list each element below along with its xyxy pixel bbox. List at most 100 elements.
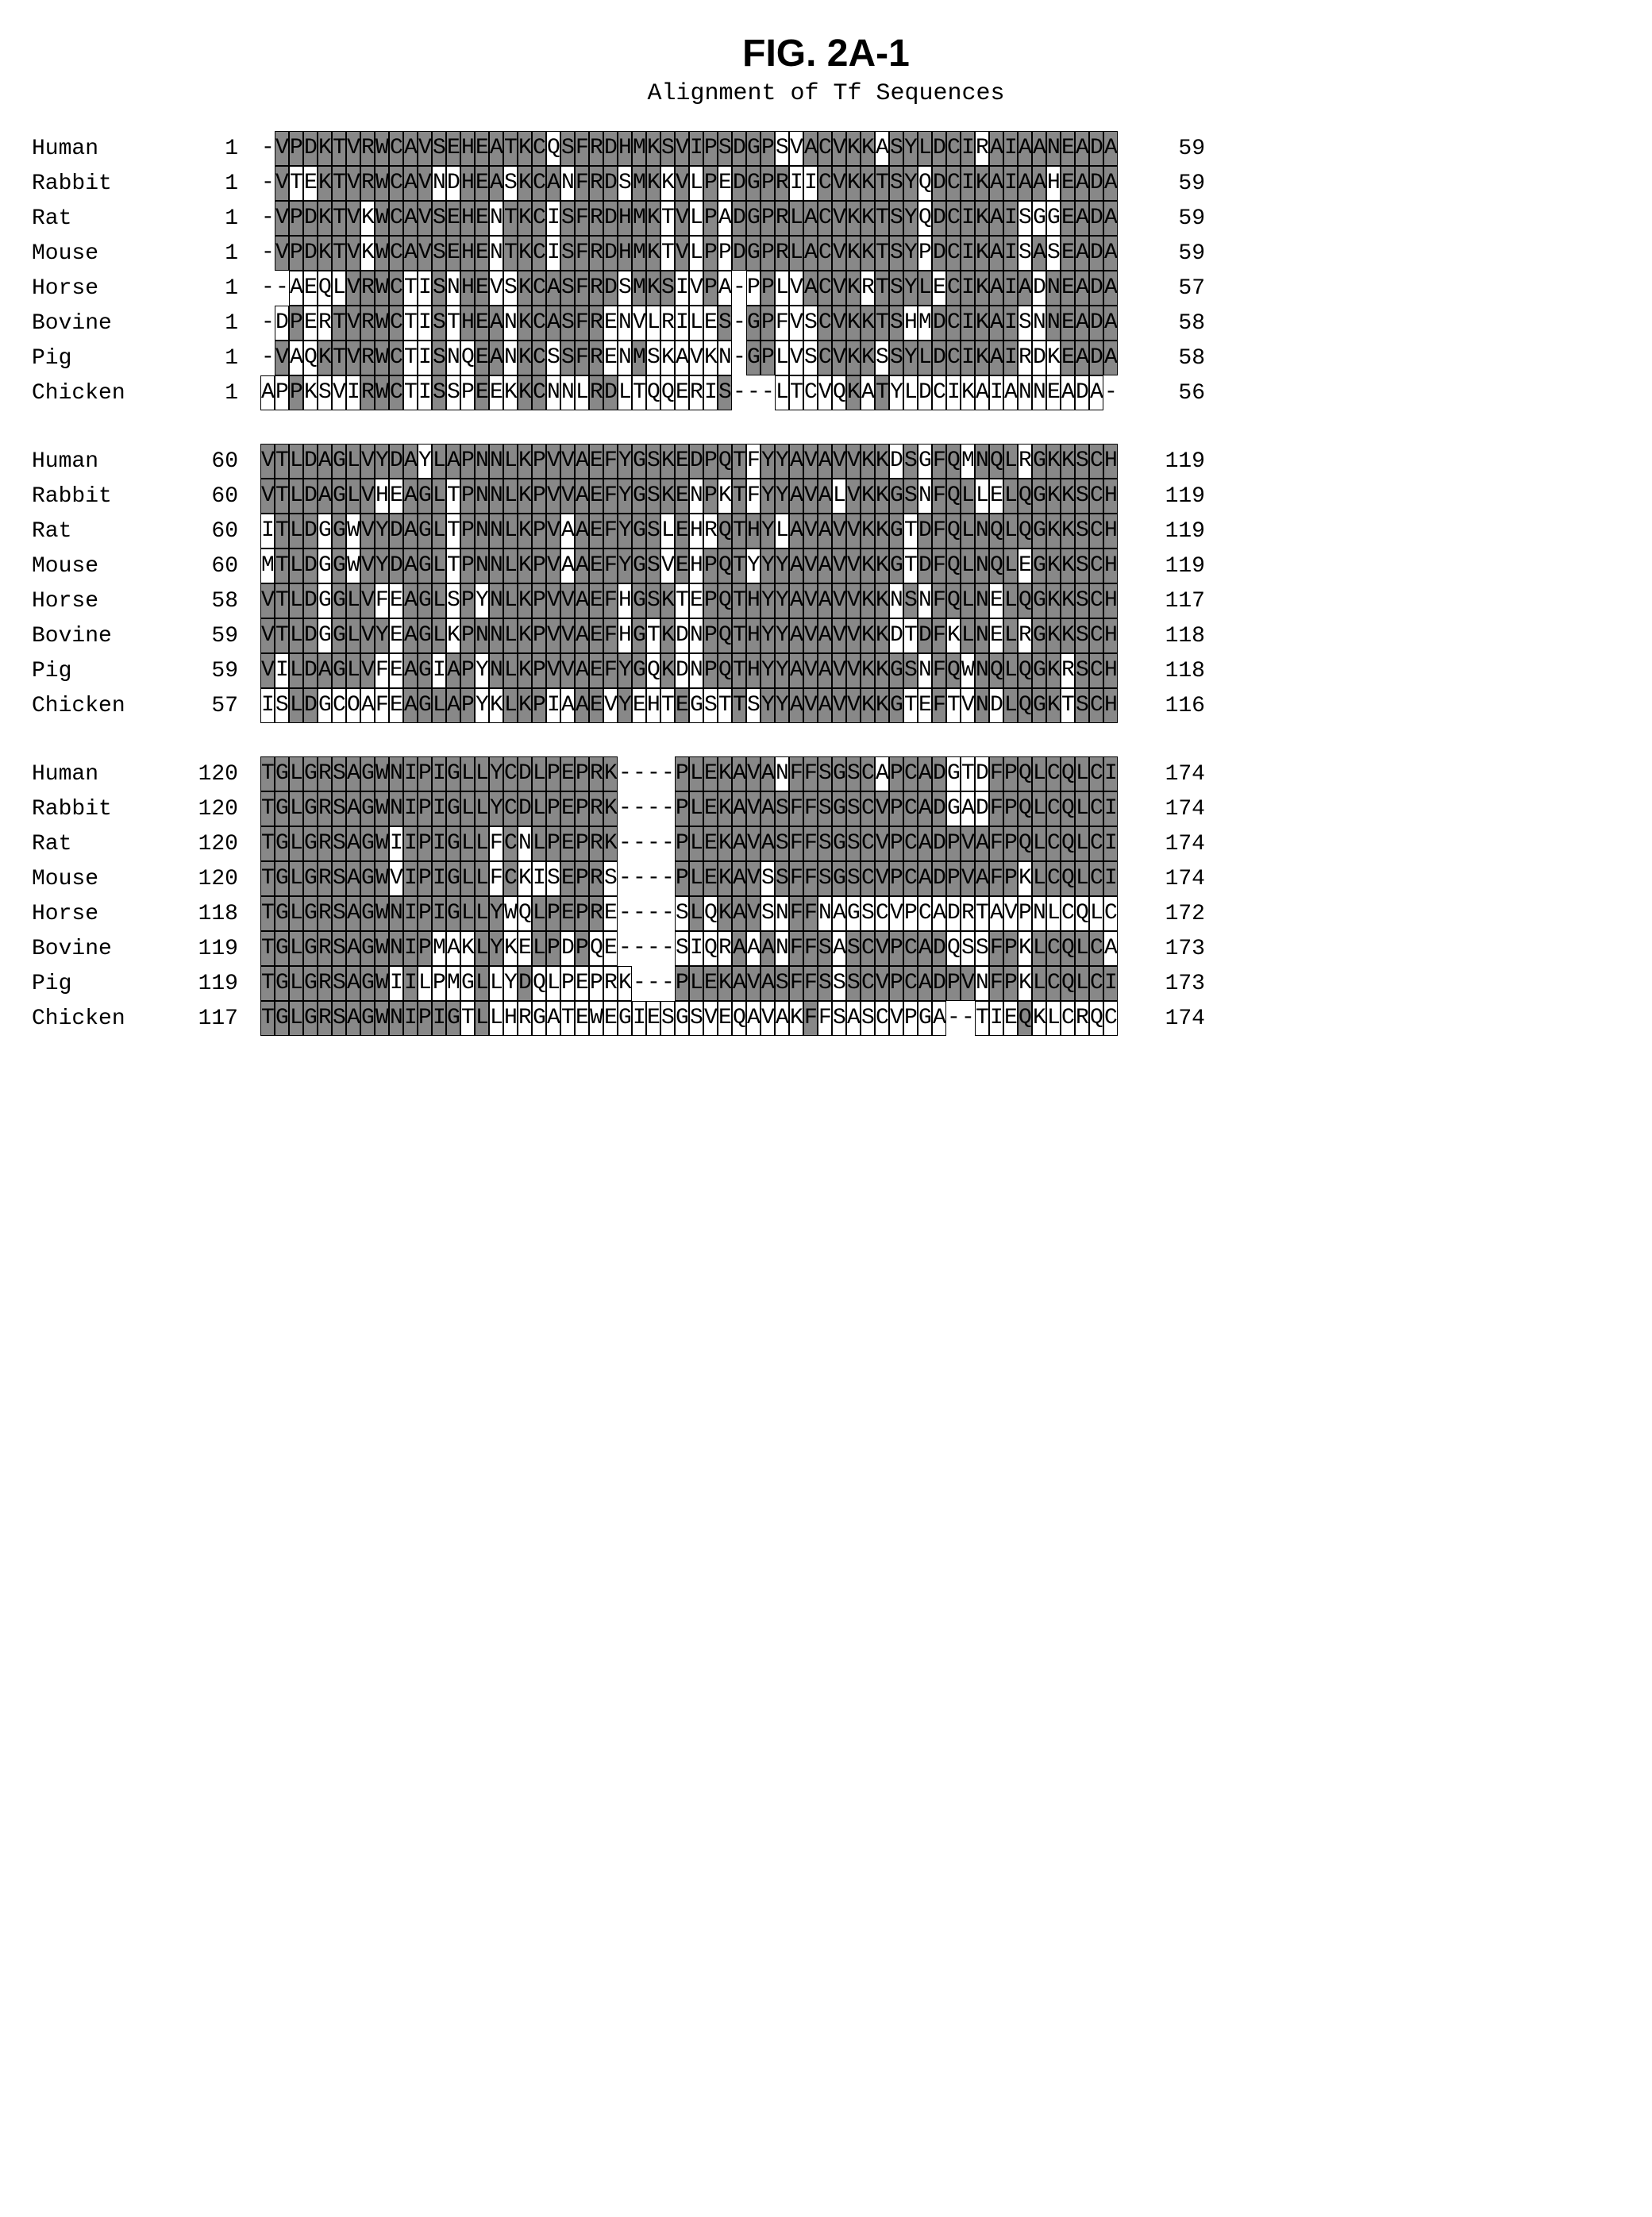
residue: G: [360, 896, 375, 931]
residue: E: [475, 201, 489, 236]
residue: A: [1103, 201, 1118, 236]
residue: L: [460, 756, 475, 791]
residue: F: [789, 791, 803, 826]
residue: S: [761, 896, 775, 931]
residue: L: [460, 896, 475, 931]
residue: Q: [460, 341, 475, 375]
residue: A: [1103, 131, 1118, 166]
start-position: 1: [167, 346, 260, 371]
residue: K: [1061, 548, 1075, 583]
residue: R: [961, 896, 975, 931]
residue: K: [1046, 618, 1061, 653]
residue: G: [318, 583, 332, 618]
residue: G: [918, 1001, 932, 1036]
residue: R: [318, 966, 332, 1001]
start-position: 1: [167, 276, 260, 301]
residue: P: [889, 861, 903, 896]
residue: S: [1075, 618, 1089, 653]
residue: R: [603, 966, 618, 1001]
residue: L: [689, 236, 703, 271]
residue: Q: [1018, 826, 1032, 861]
residue: G: [846, 896, 861, 931]
residue: W: [503, 896, 518, 931]
residue: A: [775, 1001, 789, 1036]
residue: C: [1089, 444, 1103, 479]
alignment-row: Bovine59VTLDGGLVYEAGLKPNNLKPVVAEFHGTKDNP…: [32, 618, 1620, 653]
residue: Y: [903, 131, 918, 166]
residue: V: [418, 166, 432, 201]
residue: L: [689, 826, 703, 861]
residue: A: [489, 306, 503, 341]
residue: V: [832, 618, 846, 653]
residue: K: [1046, 514, 1061, 548]
residue: C: [818, 341, 832, 375]
residue: L: [1075, 966, 1089, 1001]
residue: D: [932, 236, 946, 271]
residue: G: [1032, 201, 1046, 236]
residue: S: [332, 966, 346, 1001]
residue: R: [318, 756, 332, 791]
residue: K: [718, 479, 732, 514]
residue: T: [718, 688, 732, 723]
residue: D: [1089, 166, 1103, 201]
residue: D: [932, 131, 946, 166]
residue: A: [318, 444, 332, 479]
residue: R: [1075, 1001, 1089, 1036]
residue: V: [546, 618, 560, 653]
residue: D: [675, 653, 689, 688]
residue: R: [589, 341, 603, 375]
residue: K: [518, 618, 532, 653]
residue: -: [275, 271, 289, 306]
residue: R: [360, 375, 375, 410]
residue: S: [432, 375, 446, 410]
end-position: 174: [1118, 762, 1205, 787]
residue: A: [403, 444, 418, 479]
residue: S: [875, 341, 889, 375]
residue: S: [775, 131, 789, 166]
residue: A: [989, 271, 1003, 306]
residue: H: [460, 306, 475, 341]
residue: S: [446, 583, 460, 618]
residue: M: [632, 131, 646, 166]
residue: -: [260, 236, 275, 271]
residue: E: [1061, 201, 1075, 236]
residue: V: [961, 966, 975, 1001]
residue: A: [732, 826, 746, 861]
residue: C: [1046, 861, 1061, 896]
residue: R: [589, 826, 603, 861]
residue: R: [318, 861, 332, 896]
residue: F: [575, 201, 589, 236]
residue: G: [360, 826, 375, 861]
residue: L: [475, 966, 489, 1001]
residue: D: [389, 444, 403, 479]
residue: P: [946, 826, 961, 861]
residue: S: [560, 236, 575, 271]
start-position: 1: [167, 137, 260, 161]
residue: Y: [775, 548, 789, 583]
residue: L: [1032, 756, 1046, 791]
alignment-row: Mouse120TGLGRSAGWVIPIGLLFCKISEPRS----PLE…: [32, 861, 1620, 896]
residue: R: [318, 826, 332, 861]
residue: E: [303, 271, 318, 306]
residue: A: [718, 201, 732, 236]
residue: L: [789, 201, 803, 236]
residue: D: [446, 166, 460, 201]
residue: S: [703, 688, 718, 723]
residue: -: [618, 896, 632, 931]
residue: G: [832, 861, 846, 896]
residue: Q: [1018, 583, 1032, 618]
residue: P: [418, 1001, 432, 1036]
residue: L: [689, 756, 703, 791]
start-position: 1: [167, 241, 260, 266]
residue: P: [460, 583, 475, 618]
residue: V: [546, 653, 560, 688]
residue: T: [875, 271, 889, 306]
residue: V: [360, 548, 375, 583]
residue: F: [803, 1001, 818, 1036]
residue: F: [932, 548, 946, 583]
residue: A: [732, 791, 746, 826]
residue: V: [546, 444, 560, 479]
residue: L: [475, 931, 489, 966]
residue: K: [660, 583, 675, 618]
residue: I: [1103, 756, 1118, 791]
